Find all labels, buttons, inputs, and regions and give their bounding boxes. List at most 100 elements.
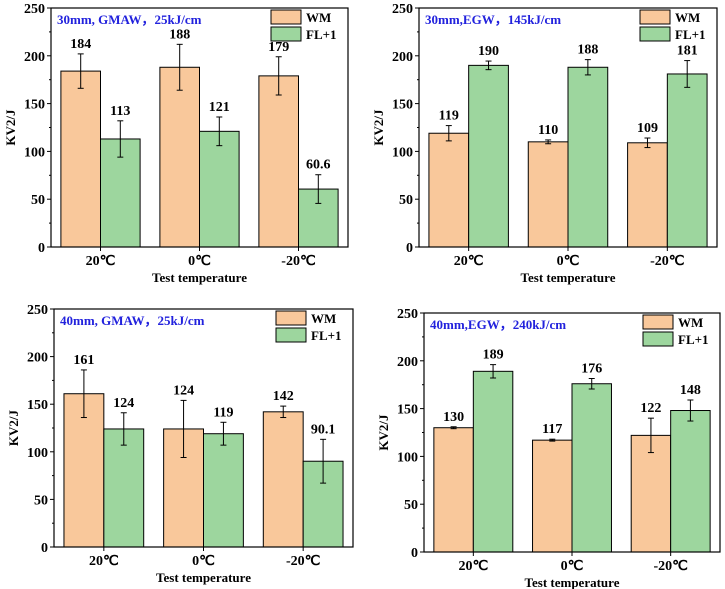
y-tick-label: 200	[397, 355, 418, 370]
panel-title: 40mm, GMAW，25kJ/cm	[60, 313, 205, 328]
legend-swatch	[639, 9, 671, 25]
y-tick-label: 250	[24, 2, 45, 17]
legend-swatch	[270, 9, 302, 25]
legend-swatch	[642, 331, 674, 347]
legend-label: FL+1	[306, 27, 337, 42]
bar-wm	[527, 141, 569, 248]
y-tick-label: 200	[27, 351, 48, 366]
y-tick-label: 150	[392, 98, 413, 113]
y-tick-label: 250	[27, 303, 48, 318]
data-label: 124	[173, 383, 194, 398]
x-tick-label: -20℃	[286, 554, 321, 569]
y-tick-label: 50	[399, 193, 413, 208]
panel-title: 30mm, GMAW，25kJ/cm	[57, 12, 202, 27]
bar-wm	[60, 70, 101, 248]
y-tick-label: 50	[34, 493, 48, 508]
bar-wm	[630, 434, 672, 553]
x-tick-label: 20℃	[89, 554, 119, 569]
data-label: 161	[73, 353, 94, 368]
bar-fl1	[298, 188, 339, 248]
chart-panel-2: 119 190 20℃ 110 188 0℃ 109 181 -20℃ 0 50 100 150 200 2…	[371, 2, 718, 285]
y-tick-label: 250	[392, 2, 413, 17]
legend-swatch	[639, 26, 671, 42]
legend-swatch	[642, 314, 674, 330]
y-tick-label: 50	[404, 498, 418, 513]
bar-fl1	[468, 64, 509, 248]
data-label: 179	[268, 40, 289, 55]
y-axis-label: KV2/J	[376, 414, 391, 451]
bar-fl1	[567, 66, 609, 248]
x-axis-label: Test temperature	[152, 270, 247, 285]
y-tick-label: 50	[31, 193, 45, 208]
x-tick-label: 0℃	[192, 554, 215, 569]
y-axis-label: KV2/J	[6, 409, 21, 446]
data-label: 119	[213, 405, 233, 420]
panel-title: 30mm,EGW，145kJ/cm	[425, 12, 561, 27]
data-label: 184	[70, 37, 91, 52]
data-label: 181	[677, 44, 698, 59]
x-tick-label: 0℃	[561, 559, 584, 574]
data-label: 130	[443, 410, 464, 425]
bar-fl1	[666, 73, 708, 248]
y-tick-label: 200	[392, 50, 413, 65]
data-label: 124	[113, 396, 134, 411]
legend-label: FL+1	[675, 27, 706, 42]
bar-wm	[262, 411, 304, 548]
legend-label: WM	[675, 10, 700, 25]
y-tick-label: 100	[397, 450, 418, 465]
data-label: 189	[483, 348, 504, 363]
x-tick-label: 20℃	[454, 254, 484, 269]
bar-fl1	[103, 428, 145, 548]
legend-label: WM	[311, 311, 336, 326]
data-label: 113	[110, 104, 130, 119]
bar-wm	[532, 439, 573, 553]
panel-title: 40mm,EGW，240kJ/cm	[430, 317, 566, 332]
bar-wm	[627, 142, 668, 248]
chart-panel-3: 161 124 20℃ 124 119 0℃ 142 90.1 -20℃ 0 50 100 150 200…	[6, 303, 354, 585]
legend-label: WM	[678, 315, 703, 330]
y-tick-label: 200	[24, 50, 45, 65]
data-label: 60.6	[306, 158, 331, 173]
x-tick-label: -20℃	[650, 254, 685, 269]
x-axis-label: Test temperature	[525, 575, 620, 589]
bar-wm	[428, 132, 470, 248]
y-tick-label: 100	[27, 446, 48, 461]
x-tick-label: 20℃	[86, 254, 116, 269]
x-tick-label: 0℃	[188, 254, 211, 269]
y-tick-label: 0	[41, 541, 48, 556]
bar-wm	[159, 66, 200, 248]
y-tick-label: 0	[38, 241, 45, 256]
data-label: 122	[640, 401, 661, 416]
y-tick-label: 0	[406, 241, 413, 256]
legend-swatch	[275, 310, 307, 326]
y-tick-label: 150	[24, 98, 45, 113]
data-label: 188	[577, 43, 598, 58]
legend-swatch	[270, 26, 302, 42]
x-tick-label: -20℃	[653, 559, 688, 574]
y-tick-label: 150	[27, 398, 48, 413]
data-label: 110	[538, 123, 558, 138]
legend-swatch	[275, 327, 307, 343]
data-label: 148	[680, 383, 701, 398]
data-label: 119	[439, 109, 459, 124]
bar-wm	[433, 427, 474, 553]
y-tick-label: 0	[411, 546, 418, 561]
x-axis-label: Test temperature	[156, 570, 251, 585]
data-label: 176	[581, 361, 602, 376]
x-tick-label: 20℃	[458, 559, 488, 574]
y-axis-label: KV2/J	[3, 109, 18, 146]
chart-panel-1: 184 113 20℃ 188 121 0℃ 179 60.6 -20℃ 0 50 100 150 200…	[3, 2, 349, 285]
data-label: 190	[478, 44, 499, 59]
bar-fl1	[203, 433, 244, 548]
legend-label: FL+1	[678, 332, 709, 347]
data-label: 117	[542, 422, 562, 437]
bar-fl1	[571, 383, 612, 553]
bar-fl1	[199, 130, 240, 248]
data-label: 90.1	[311, 422, 336, 437]
data-label: 109	[637, 121, 658, 136]
data-label: 121	[209, 100, 230, 115]
x-tick-label: 0℃	[557, 254, 580, 269]
x-axis-label: Test temperature	[521, 270, 616, 285]
